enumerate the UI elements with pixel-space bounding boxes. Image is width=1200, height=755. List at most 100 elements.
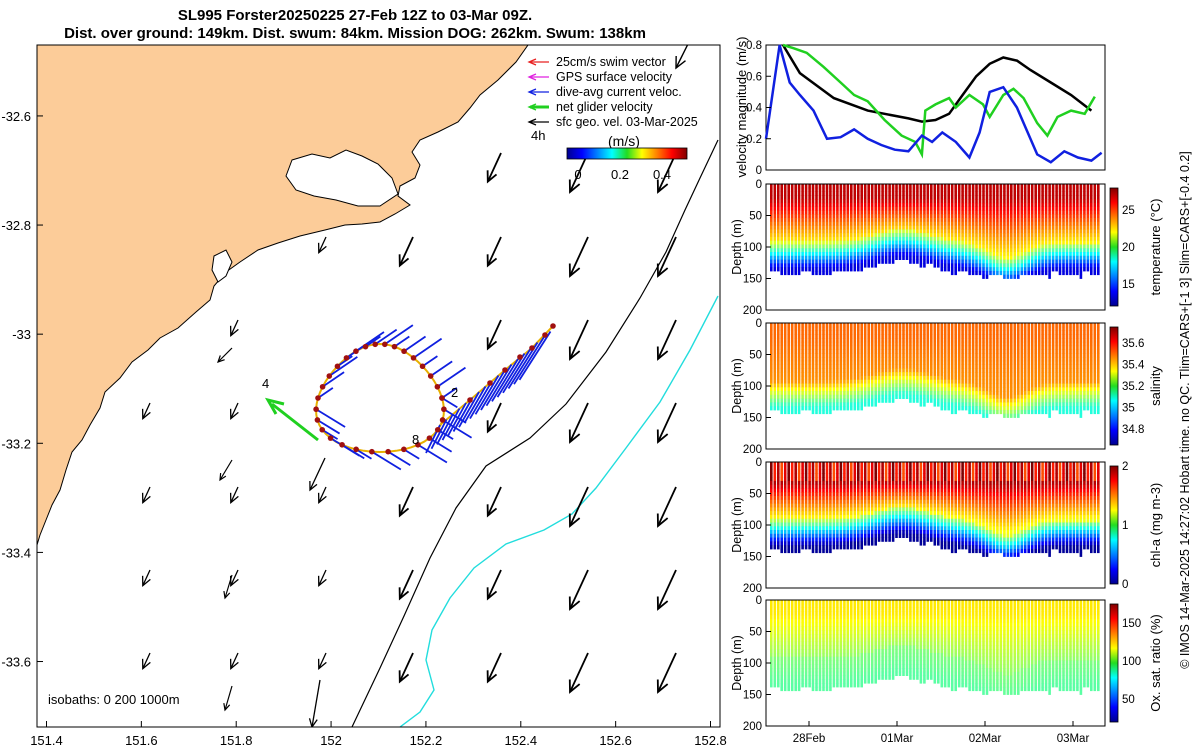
profile-cell (784, 267, 787, 271)
profile-cell (1069, 380, 1072, 384)
profile-cell (916, 350, 919, 354)
profile-cell (961, 331, 964, 335)
profile-cell (961, 207, 964, 211)
profile-cell (812, 410, 815, 414)
profile-cell (791, 331, 794, 335)
profile-cell (1031, 365, 1034, 369)
profile-cell (1034, 376, 1037, 380)
profile-cell (836, 267, 839, 271)
profile-cell (1031, 391, 1034, 395)
profile-cell (1097, 267, 1100, 271)
profile-cell (1069, 267, 1072, 271)
profile-cell (1000, 361, 1003, 365)
profile-cell (947, 199, 950, 203)
profile-cell (1087, 237, 1090, 241)
profile-cell (1083, 245, 1086, 249)
profile-cell (1021, 327, 1024, 331)
profile-cell (840, 365, 843, 369)
profile-cell (815, 481, 818, 485)
profile-cell (770, 489, 773, 493)
profile-cell (902, 331, 905, 335)
profile-cell (941, 376, 944, 380)
profile-cell (885, 338, 888, 342)
profile-cell (989, 237, 992, 241)
profile-cell (878, 218, 881, 222)
profile-cell (996, 395, 999, 399)
profile-cell (975, 350, 978, 354)
profile-cell (847, 399, 850, 403)
profile-cell (1010, 267, 1013, 271)
profile-cell (1021, 387, 1024, 391)
profile-cell (1045, 384, 1048, 388)
profile-cell (888, 327, 891, 331)
profile-cell (975, 323, 978, 327)
profile-cell (787, 188, 790, 192)
profile-cell (1094, 188, 1097, 192)
profile-cell (871, 233, 874, 237)
profile-cell (784, 237, 787, 241)
profile-cell (787, 334, 790, 338)
profile-cell (1069, 346, 1072, 350)
profile-cell (854, 222, 857, 226)
profile-cell (996, 372, 999, 376)
profile-cell (798, 470, 801, 474)
profile-cell (934, 207, 937, 211)
profile-cell (1090, 402, 1093, 406)
profile-cell (1041, 195, 1044, 199)
profile-cell (1038, 361, 1041, 365)
profile-cell (815, 222, 818, 226)
profile-cell (840, 241, 843, 245)
profile-cell (787, 534, 790, 538)
profile-cell (881, 199, 884, 203)
profile-cell (927, 256, 930, 260)
profile-cell (840, 327, 843, 331)
profile-cell (805, 350, 808, 354)
profile-cell (777, 466, 780, 470)
profile-cell (1087, 199, 1090, 203)
profile-cell (801, 492, 804, 496)
profile-cell (878, 199, 881, 203)
profile-cell (808, 252, 811, 256)
profile-cell (958, 391, 961, 395)
profile-cell (1003, 237, 1006, 241)
profile-cell (878, 214, 881, 218)
profile-cell (826, 353, 829, 357)
profile-cell (1055, 256, 1058, 260)
profile-cell (822, 357, 825, 361)
profile-cell (979, 226, 982, 230)
profile-cell (1031, 334, 1034, 338)
profile-marker (427, 435, 433, 441)
profile-cell (829, 361, 832, 365)
profile-cell (1097, 233, 1100, 237)
profile-cell (787, 462, 790, 466)
profile-cell (1069, 188, 1072, 192)
profile-cell (826, 384, 829, 388)
profile-cell (885, 327, 888, 331)
profile-cell (934, 342, 937, 346)
profile-cell (1007, 188, 1010, 192)
profile-cell (934, 361, 937, 365)
profile-cell (864, 323, 867, 327)
profile-cell (930, 353, 933, 357)
profile-cell (1052, 376, 1055, 380)
profile-cell (833, 199, 836, 203)
profile-cell (794, 473, 797, 477)
profile-cell (1076, 271, 1079, 275)
profile-cell (1080, 323, 1083, 327)
profile-cell (993, 207, 996, 211)
profile-cell (833, 395, 836, 399)
profile-cell (1017, 391, 1020, 395)
profile-cell (857, 263, 860, 267)
profile-cell (1000, 260, 1003, 264)
profile-cell (1034, 342, 1037, 346)
profile-cell (815, 211, 818, 215)
profile-cell (941, 365, 944, 369)
profile-cell (885, 372, 888, 376)
profile-cell (867, 203, 870, 207)
profile-cell (864, 331, 867, 335)
profile-cell (1090, 387, 1093, 391)
profile-cell (805, 357, 808, 361)
profile-cell (1034, 331, 1037, 335)
profile-cell (975, 376, 978, 380)
profile-cell (1094, 248, 1097, 252)
